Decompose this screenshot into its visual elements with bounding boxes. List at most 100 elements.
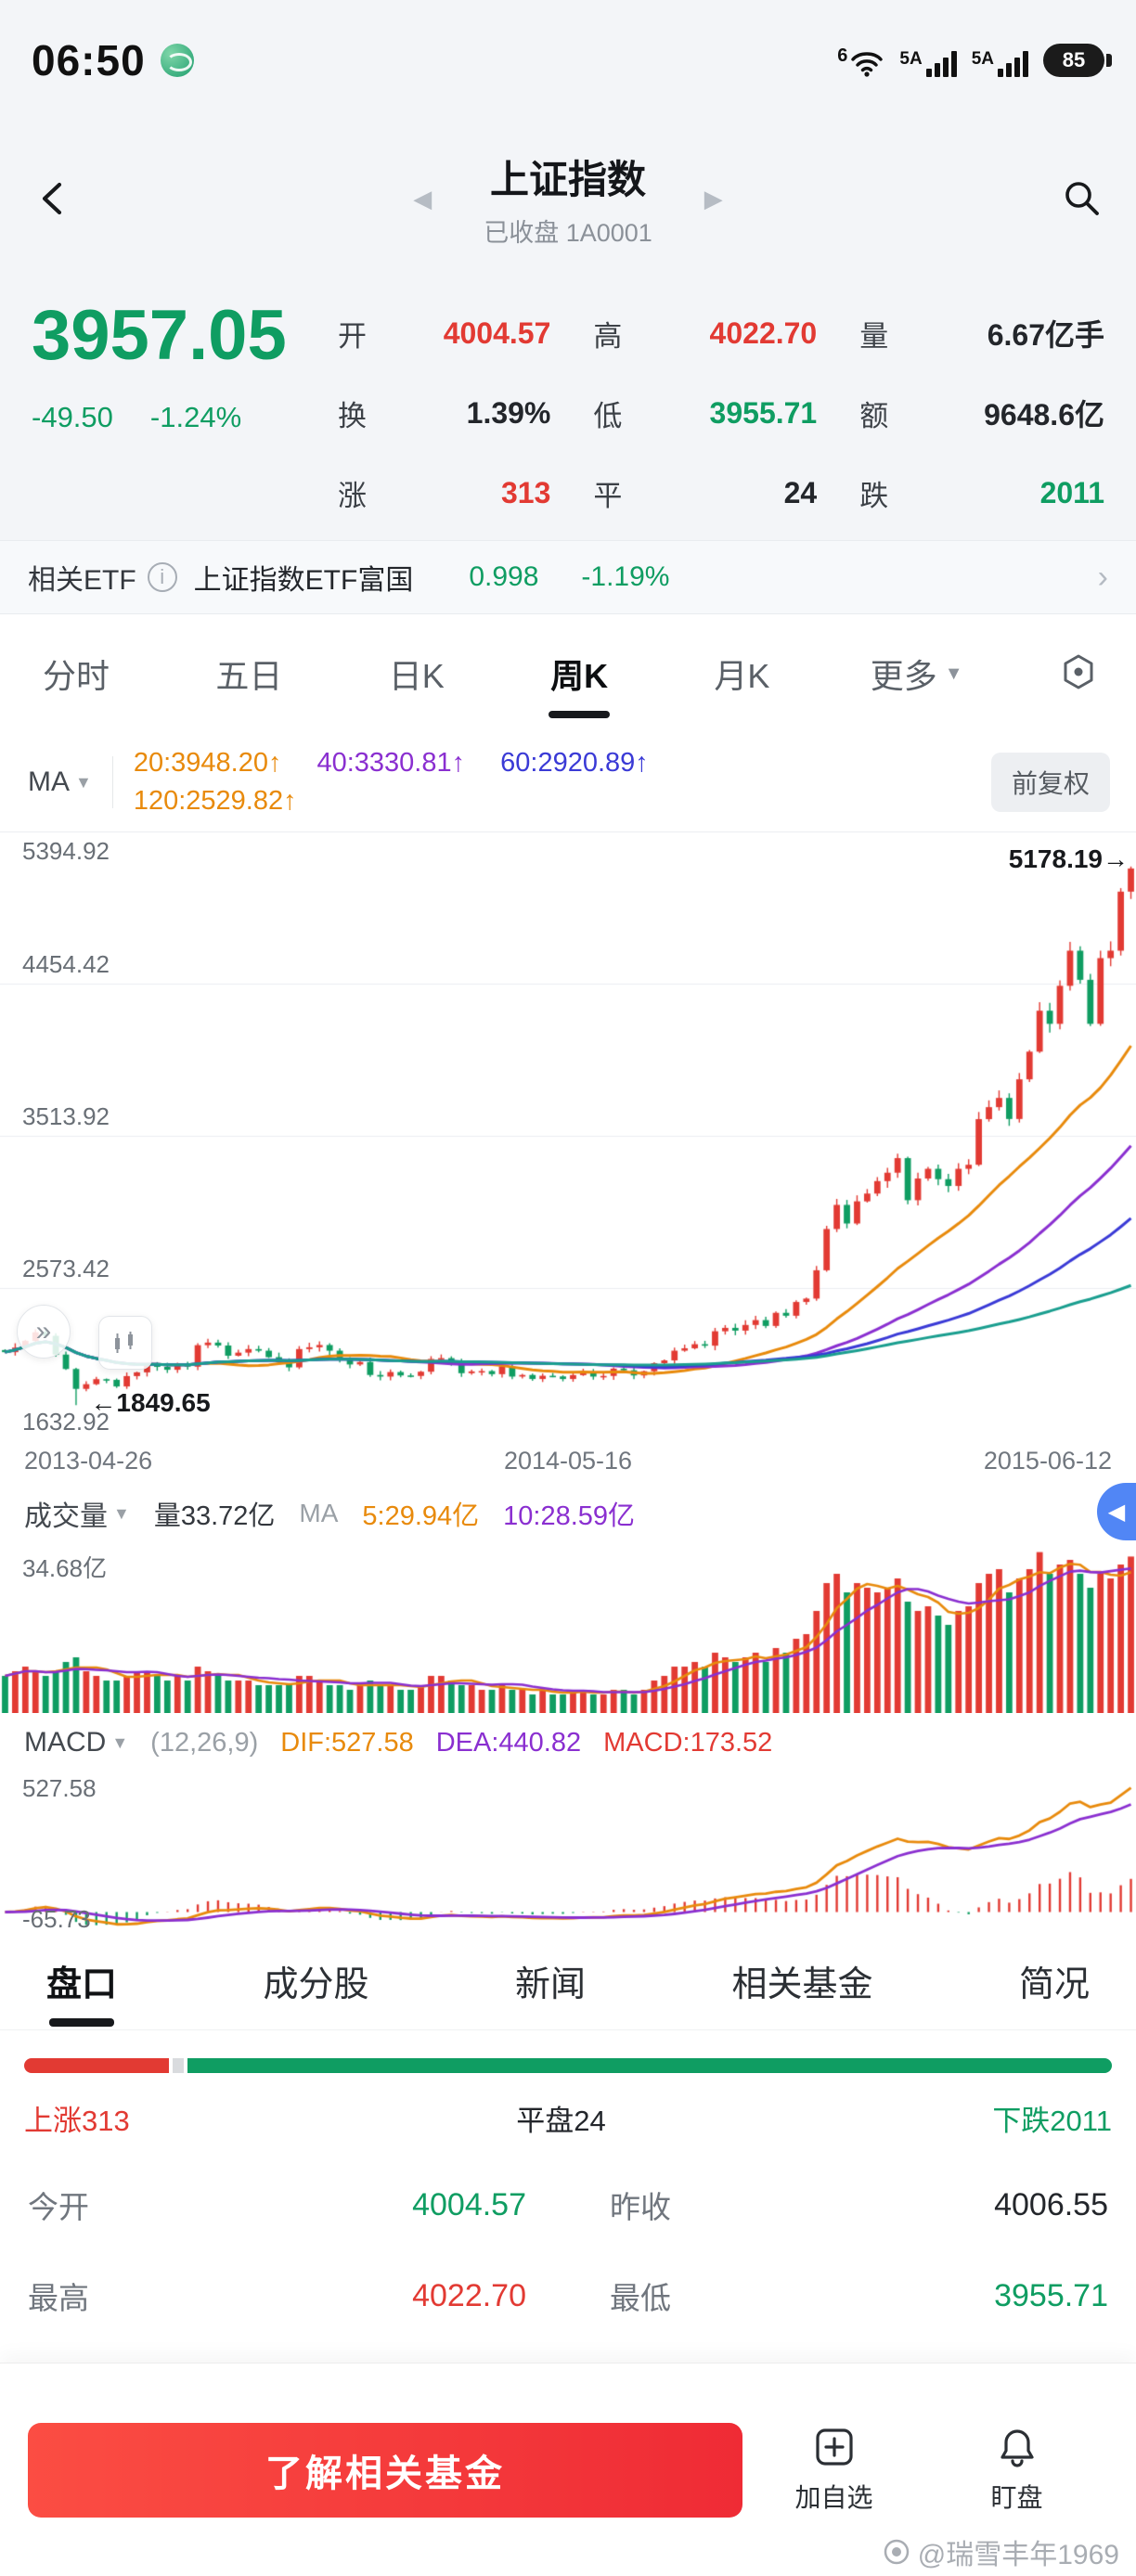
volume-chart[interactable]: 34.68亿 [0, 1546, 1136, 1713]
price-change-pct: -1.24% [149, 400, 242, 433]
stat-label: 量 [859, 319, 889, 353]
chevron-down-icon: ▼ [75, 772, 92, 792]
signal-icon-sim1: 5A [899, 49, 957, 77]
ma60-value: 60:2920.89↑ [500, 748, 649, 778]
tab-order-book[interactable]: 盘口 [43, 1931, 121, 2030]
macd-chart[interactable]: 527.58 -65.73 [0, 1772, 1136, 1933]
more-periods-button[interactable]: 更多 ▼ [870, 657, 963, 695]
tab-5day[interactable]: 五日 [215, 657, 283, 695]
bell-icon [1000, 2428, 1034, 2467]
market-status: 已收盘 1A0001 [484, 219, 652, 247]
y-axis-label: 1632.92 [22, 1408, 110, 1436]
stat-label: 涨 [338, 479, 367, 512]
volume-ma-label: MA [299, 1499, 339, 1527]
related-etf-row[interactable]: 相关ETF i 上证指数ETF富国 0.998 -1.19% › [0, 540, 1136, 614]
sim2-5g-label: 5A [971, 49, 994, 69]
ma-indicator-bar: MA ▼ 20:3948.20↑ 40:3330.81↑ 60:2920.89↑ … [0, 733, 1136, 831]
volume-selector[interactable]: 成交量 ▼ [24, 1501, 130, 1532]
tab-daily[interactable]: 日K [388, 657, 445, 695]
macd-params: (12,26,9) [150, 1727, 259, 1758]
info-icon[interactable]: i [147, 562, 177, 592]
stat-value: 9648.6亿 [984, 398, 1104, 431]
detail-label: 昨收 [610, 2190, 671, 2224]
candlestick-chart[interactable]: 5394.92 4454.42 3513.92 2573.42 1632.92 … [0, 831, 1136, 1440]
stat-value: 2011 [1039, 475, 1104, 509]
tab-related-funds[interactable]: 相关基金 [731, 1965, 873, 2004]
ma40-value: 40:3330.81↑ [316, 748, 466, 778]
stat-value: 313 [500, 475, 551, 509]
etf-name: 上证指数ETF富国 [193, 565, 414, 596]
expand-tools-button[interactable]: » [17, 1305, 71, 1359]
macd-selector[interactable]: MACD ▼ [24, 1727, 129, 1758]
detail-label: 今开 [28, 2190, 89, 2224]
volume-ma10: 10:28.59亿 [503, 1501, 636, 1531]
bottom-action-bar: 了解相关基金 加自选 盯盘 [0, 2363, 1136, 2576]
prev-stock-icon[interactable]: ◀ [413, 185, 432, 213]
tab-news[interactable]: 新闻 [514, 1965, 586, 2004]
decliners-count: 下跌2011 [992, 2105, 1112, 2137]
tab-minute[interactable]: 分时 [43, 657, 110, 695]
clock: 06:50 [32, 36, 146, 84]
sim1-5g-label: 5A [899, 49, 923, 69]
stat-label: 开 [338, 319, 367, 353]
nav-header: ◀ 上证指数 已收盘 1A0001 ▶ [0, 121, 1136, 277]
wifi6-badge: 6 [837, 45, 848, 66]
macd-axis-min: -65.73 [22, 1905, 91, 1933]
table-row: 最高 4022.70 最低 3955.71 [0, 2250, 1136, 2341]
tab-profile[interactable]: 简况 [1018, 1965, 1090, 2004]
y-axis-label: 5394.92 [22, 837, 110, 865]
macd-canvas[interactable] [0, 1772, 1136, 1932]
chart-settings-button[interactable] [1058, 651, 1099, 697]
x-axis: 2013-04-26 2014-05-16 2015-06-12 [0, 1440, 1136, 1481]
chevron-down-icon: ▼ [113, 1503, 130, 1523]
volume-current: 量33.72亿 [153, 1501, 276, 1531]
detail-label: 最高 [28, 2281, 89, 2315]
page-title: 上证指数 [489, 158, 646, 201]
back-button[interactable] [28, 173, 80, 225]
section-tab-bar: 盘口 成分股 新闻 相关基金 简况 [0, 1932, 1136, 2030]
x-axis-label: 2015-06-12 [983, 1446, 1112, 1475]
status-bar: 06:50 6 5A 5A [0, 0, 1136, 121]
tab-monthly[interactable]: 月K [714, 657, 770, 695]
stat-value: 3955.71 [709, 395, 818, 430]
tab-constituents[interactable]: 成分股 [263, 1965, 369, 2004]
chart-tool-button[interactable] [98, 1316, 152, 1370]
breadth-up-segment [24, 2058, 170, 2073]
detail-value: 4004.57 [412, 2186, 526, 2222]
search-button[interactable] [1056, 173, 1108, 225]
market-breadth: 上涨313 平盘24 下跌2011 [0, 2030, 1136, 2159]
macd-value: MACD:173.52 [603, 1727, 773, 1758]
chevron-right-icon: › [1097, 559, 1108, 595]
y-axis-label: 4454.42 [22, 950, 110, 978]
volume-canvas[interactable] [0, 1546, 1136, 1713]
main-chart-canvas[interactable] [0, 831, 1136, 1440]
watch-alert-button[interactable]: 盯盘 [925, 2426, 1108, 2515]
table-row: 今开 4004.57 昨收 4006.55 [0, 2159, 1136, 2250]
panel-collapse-handle[interactable]: ◀ [1097, 1483, 1136, 1540]
ma20-value: 20:3948.20↑ [133, 748, 282, 778]
quote-grid: 开 4004.57 高 4022.70 量 6.67亿手 换 1.39% 低 3955.7… [338, 286, 1104, 540]
stat-label: 换 [338, 399, 367, 432]
tab-weekly[interactable]: 周K [545, 624, 613, 724]
macd-dif: DIF:527.58 [280, 1727, 414, 1758]
next-stock-icon[interactable]: ▶ [704, 185, 723, 213]
ma-selector[interactable]: MA ▼ [28, 766, 92, 797]
detail-label: 最低 [610, 2281, 671, 2315]
volume-indicator-bar: 成交量 ▼ 量33.72亿 MA 5:29.94亿 10:28.59亿 ◀ [0, 1481, 1136, 1546]
volume-ma5: 5:29.94亿 [362, 1501, 480, 1531]
breadth-bar [24, 2058, 1112, 2073]
learn-funds-button[interactable]: 了解相关基金 [28, 2422, 742, 2518]
signal-icon-sim2: 5A [972, 49, 1028, 77]
stat-value: 24 [783, 475, 818, 509]
detail-value: 4006.55 [994, 2186, 1108, 2222]
divider [111, 756, 113, 808]
globe-icon [160, 44, 194, 77]
add-watchlist-button[interactable]: 加自选 [742, 2426, 925, 2515]
chevron-down-icon: ▼ [111, 1732, 129, 1752]
adjust-mode-button[interactable]: 前复权 [990, 753, 1110, 812]
chevron-down-icon: ▼ [944, 663, 963, 684]
y-axis-label: 2573.42 [22, 1255, 110, 1282]
stat-value: 4022.70 [709, 316, 818, 350]
stat-label: 平 [593, 479, 623, 512]
